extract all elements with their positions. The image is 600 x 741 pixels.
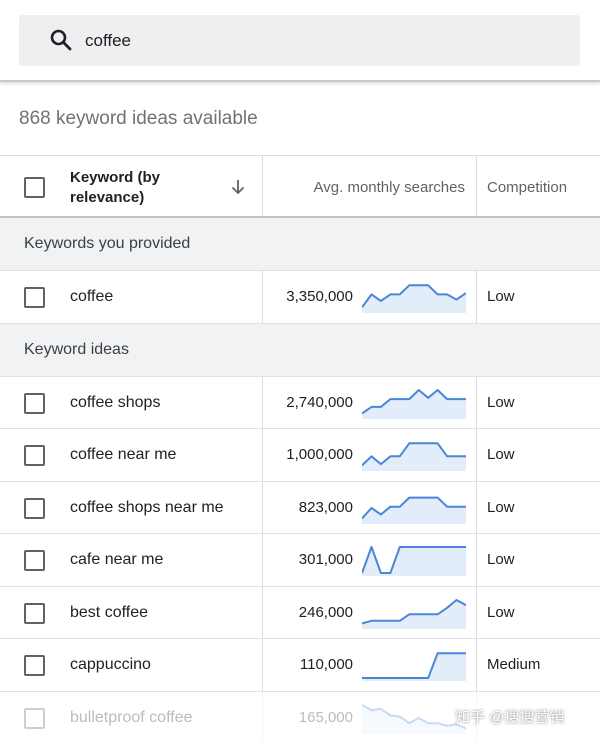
column-divider [476,481,477,533]
trend-sparkline [362,442,466,471]
trend-line [362,546,466,574]
search-box[interactable] [19,15,580,66]
table-row[interactable]: cappuccino 110,000 Medium [0,639,600,692]
keyword-text: coffee shops near me [70,498,224,516]
column-divider [262,429,263,481]
column-divider [262,586,263,638]
competition-value: Low [487,288,515,305]
keyword-text: best coffee [70,603,148,621]
search-icon[interactable] [49,28,73,52]
monthly-searches-value: 165,000 [298,708,353,726]
keyword-text: cappuccino [70,656,151,673]
trend-line [362,388,466,414]
trend-sparkline [362,284,466,313]
column-divider [476,271,477,323]
section-title: Keyword ideas [24,340,129,358]
competition-value: Low [487,446,515,463]
table-body: Keywords you provided coffee 3,350,000 Low K… [0,218,600,741]
competition-value: Low [487,498,515,516]
select-all-checkbox[interactable] [24,177,45,198]
keyword-text: coffee shops [70,393,161,411]
search-input[interactable] [85,25,555,56]
competition-value: Low [487,551,515,568]
trend-sparkline [362,652,466,681]
keyword-text: coffee [70,288,114,305]
trend-sparkline [362,496,466,524]
column-divider [262,271,263,323]
monthly-searches-value: 2,740,000 [286,393,353,411]
column-divider [476,156,477,216]
monthly-searches-value: 246,000 [298,603,353,621]
keyword-table: Keyword (by relevance) Avg. monthly sear… [0,155,600,741]
monthly-searches-value: 110,000 [299,656,353,673]
monthly-searches-value: 301,000 [298,551,353,568]
trend-area [362,547,466,576]
column-divider [476,429,477,481]
sort-arrow-down-icon[interactable] [229,178,247,196]
row-checkbox[interactable] [24,602,45,624]
table-row[interactable]: coffee shops 2,740,000 Low [0,376,600,429]
row-checkbox[interactable] [24,550,45,571]
column-divider [262,481,263,533]
trend-area [362,653,466,681]
keyword-text: bulletproof coffee [70,708,193,726]
table-row[interactable]: cafe near me 301,000 Low [0,534,600,587]
section-title: Keywords you provided [24,235,191,252]
column-divider [476,376,477,428]
monthly-searches-value: 3,350,000 [286,288,353,305]
watermark: 知乎 @搜搜营销 [455,709,565,726]
trend-sparkline [362,703,466,734]
column-divider [476,534,477,586]
trend-line [362,496,466,519]
column-header-competition[interactable]: Competition [487,179,568,196]
trend-line [362,598,466,624]
row-checkbox[interactable] [24,392,45,414]
trend-sparkline [362,388,466,419]
row-checkbox[interactable] [24,445,45,466]
column-divider [476,639,477,691]
row-checkbox[interactable] [24,707,45,729]
table-row[interactable]: coffee shops near me 823,000 Low [0,481,600,534]
column-header-keyword[interactable]: Keyword (by relevance) [70,169,161,206]
column-divider [262,534,263,586]
table-row[interactable]: coffee 3,350,000 Low [0,271,600,324]
monthly-searches-value: 823,000 [298,498,353,516]
trend-sparkline [362,546,466,576]
competition-value: Medium [487,656,541,673]
trend-area [362,704,466,734]
monthly-searches-value: 1,000,000 [286,446,353,463]
section-header: Keyword ideas [0,323,600,377]
competition-value: Low [487,603,515,621]
column-divider [262,639,263,691]
row-checkbox[interactable] [24,287,45,308]
trend-line [362,442,466,467]
table-row[interactable]: coffee near me 1,000,000 Low [0,429,600,482]
column-divider [476,586,477,638]
keyword-count: 868 keyword ideas available [19,108,258,129]
column-divider [262,156,263,216]
row-checkbox[interactable] [24,655,45,676]
trend-line [362,284,466,308]
search-bar [0,0,600,82]
trend-area [362,497,466,524]
table-header: Keyword (by relevance) Avg. monthly sear… [0,155,600,218]
trend-area [362,389,466,419]
keyword-text: cafe near me [70,551,164,568]
trend-line [362,652,466,679]
trend-area [362,443,466,471]
table-row[interactable]: bulletproof coffee 165,000 [0,691,600,741]
competition-value: Low [487,393,515,411]
column-divider [262,691,263,741]
trend-area [362,285,466,313]
table-row[interactable]: best coffee 246,000 Low [0,586,600,639]
keyword-text: coffee near me [70,446,177,463]
column-divider [476,691,477,741]
column-divider [262,376,263,428]
trend-line [362,703,466,729]
column-header-searches[interactable]: Avg. monthly searches [313,179,465,196]
trend-sparkline [362,598,466,629]
row-checkbox[interactable] [24,497,45,519]
section-header: Keywords you provided [0,218,600,271]
